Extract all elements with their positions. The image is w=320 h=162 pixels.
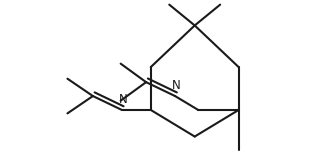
Text: N: N	[119, 93, 127, 106]
Text: N: N	[172, 79, 180, 92]
